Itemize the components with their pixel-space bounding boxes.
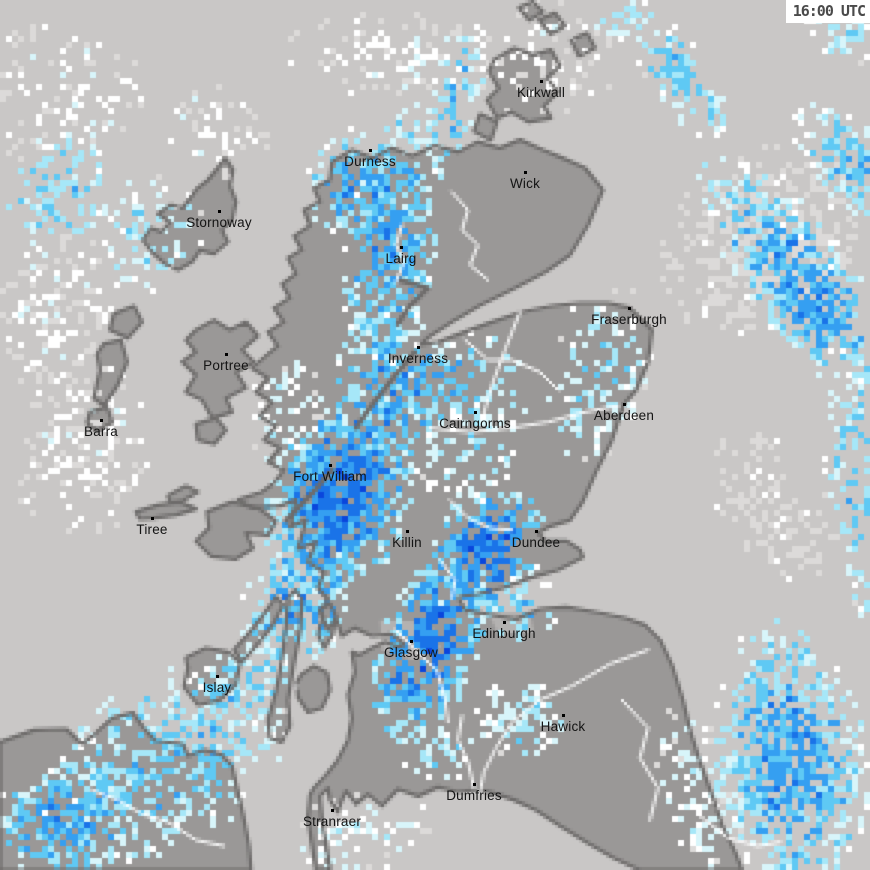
city-label: Stranraer: [302, 814, 362, 829]
city-label: Durness: [344, 154, 396, 169]
city-label: Cairngorms: [439, 416, 511, 431]
city-label: Fort William: [293, 469, 367, 484]
city-dot: [331, 809, 334, 812]
city-label: Portree: [203, 358, 249, 373]
city-label: Killin: [392, 535, 422, 550]
city-label: Barra: [83, 424, 119, 439]
city-dot: [628, 307, 631, 310]
city-dot: [406, 530, 409, 533]
city-label: Stornoway: [186, 215, 252, 230]
city-label: Aberdeen: [593, 408, 655, 423]
city-dot: [473, 783, 476, 786]
city-label: Wick: [509, 176, 541, 191]
city-dot: [503, 621, 506, 624]
city-dot: [216, 675, 219, 678]
city-label: Dundee: [511, 535, 561, 550]
city-dot: [474, 411, 477, 414]
city-label: Dumfries: [446, 788, 502, 803]
city-dot: [524, 171, 527, 174]
timestamp-badge: 16:00 UTC: [785, 0, 870, 23]
city-dot: [417, 346, 420, 349]
city-dot: [218, 210, 221, 213]
city-dot: [400, 246, 403, 249]
city-dot: [623, 403, 626, 406]
city-dot: [329, 464, 332, 467]
city-dot: [410, 640, 413, 643]
timestamp-text: 16:00 UTC: [792, 2, 866, 20]
city-label: Edinburgh: [472, 626, 536, 641]
city-dot: [100, 419, 103, 422]
city-label: Islay: [202, 680, 232, 695]
city-label: Kirkwall: [516, 85, 566, 100]
city-label: Tiree: [136, 522, 168, 537]
city-label: Lairg: [385, 251, 417, 266]
city-label: Fraserburgh: [591, 312, 667, 327]
city-label: Inverness: [387, 351, 449, 366]
city-dot: [151, 517, 154, 520]
city-dot: [369, 149, 372, 152]
city-dot: [562, 714, 565, 717]
city-dot: [535, 530, 538, 533]
city-dot: [540, 80, 543, 83]
city-label: Hawick: [540, 719, 586, 734]
city-dot: [225, 353, 228, 356]
city-label: Glasgow: [384, 645, 438, 660]
